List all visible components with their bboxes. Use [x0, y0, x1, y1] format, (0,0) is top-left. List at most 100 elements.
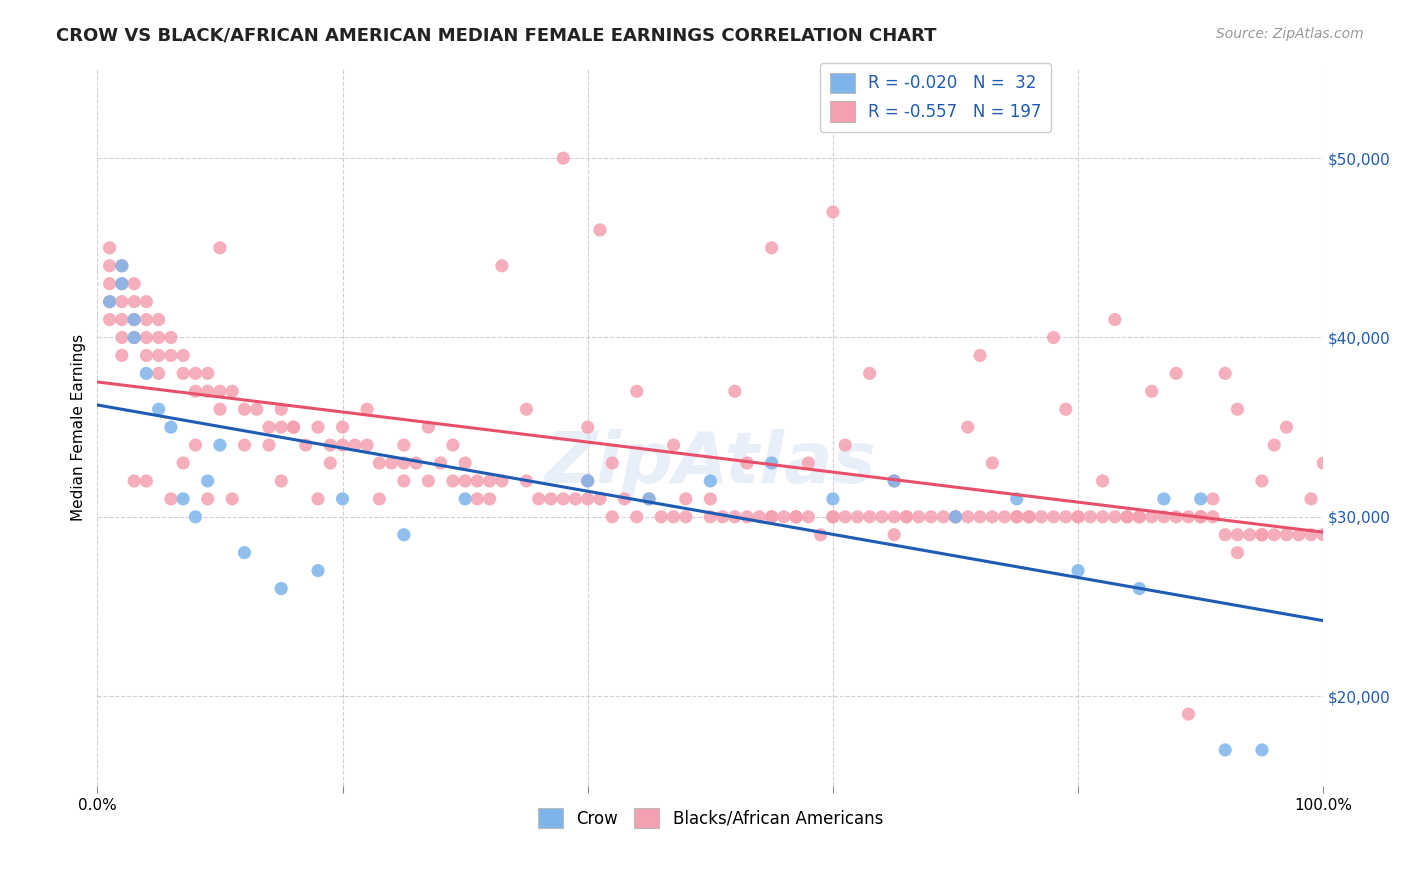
- Point: [111, 312, 134, 326]
- Point: [148, 402, 170, 417]
- Point: [1251, 474, 1274, 488]
- Point: [956, 509, 979, 524]
- Point: [1239, 527, 1261, 541]
- Point: [197, 491, 219, 506]
- Point: [883, 527, 905, 541]
- Point: [576, 491, 599, 506]
- Point: [821, 509, 844, 524]
- Point: [1166, 509, 1188, 524]
- Legend: Crow, Blacks/African Americans: Crow, Blacks/African Americans: [531, 801, 890, 835]
- Point: [699, 491, 721, 506]
- Point: [650, 509, 672, 524]
- Point: [418, 474, 440, 488]
- Point: [111, 330, 134, 344]
- Point: [283, 420, 305, 434]
- Point: [846, 509, 869, 524]
- Point: [920, 509, 942, 524]
- Point: [1005, 509, 1028, 524]
- Point: [98, 294, 121, 309]
- Point: [613, 491, 636, 506]
- Point: [111, 259, 134, 273]
- Point: [1005, 491, 1028, 506]
- Point: [1042, 330, 1064, 344]
- Point: [1067, 509, 1090, 524]
- Point: [761, 509, 783, 524]
- Point: [160, 420, 183, 434]
- Point: [761, 509, 783, 524]
- Point: [332, 491, 354, 506]
- Point: [392, 438, 415, 452]
- Point: [307, 491, 329, 506]
- Point: [135, 330, 157, 344]
- Point: [332, 420, 354, 434]
- Point: [98, 259, 121, 273]
- Point: [1031, 509, 1053, 524]
- Point: [761, 456, 783, 470]
- Point: [540, 491, 562, 506]
- Point: [993, 509, 1015, 524]
- Point: [148, 312, 170, 326]
- Point: [392, 474, 415, 488]
- Point: [270, 582, 292, 596]
- Point: [1116, 509, 1139, 524]
- Point: [1128, 582, 1150, 596]
- Y-axis label: Median Female Earnings: Median Female Earnings: [72, 334, 86, 521]
- Point: [1275, 420, 1298, 434]
- Text: Source: ZipAtlas.com: Source: ZipAtlas.com: [1216, 27, 1364, 41]
- Point: [1189, 509, 1212, 524]
- Point: [392, 456, 415, 470]
- Point: [208, 384, 231, 399]
- Point: [160, 491, 183, 506]
- Point: [467, 491, 489, 506]
- Point: [418, 420, 440, 434]
- Point: [257, 438, 280, 452]
- Point: [221, 491, 243, 506]
- Point: [785, 509, 807, 524]
- Point: [1018, 509, 1040, 524]
- Point: [98, 241, 121, 255]
- Point: [1091, 509, 1114, 524]
- Point: [270, 402, 292, 417]
- Point: [945, 509, 967, 524]
- Point: [969, 348, 991, 362]
- Point: [1067, 509, 1090, 524]
- Point: [197, 367, 219, 381]
- Point: [208, 438, 231, 452]
- Point: [1140, 384, 1163, 399]
- Point: [576, 474, 599, 488]
- Point: [491, 259, 513, 273]
- Point: [553, 151, 575, 165]
- Point: [283, 420, 305, 434]
- Point: [626, 509, 648, 524]
- Point: [834, 438, 856, 452]
- Point: [638, 491, 661, 506]
- Point: [969, 509, 991, 524]
- Point: [98, 294, 121, 309]
- Point: [246, 402, 269, 417]
- Point: [1213, 743, 1236, 757]
- Point: [896, 509, 918, 524]
- Point: [135, 312, 157, 326]
- Point: [883, 474, 905, 488]
- Point: [454, 491, 477, 506]
- Point: [307, 420, 329, 434]
- Point: [319, 438, 342, 452]
- Point: [515, 402, 537, 417]
- Point: [405, 456, 427, 470]
- Point: [135, 294, 157, 309]
- Point: [1312, 527, 1334, 541]
- Point: [1116, 509, 1139, 524]
- Point: [122, 312, 145, 326]
- Point: [135, 348, 157, 362]
- Point: [859, 509, 882, 524]
- Point: [184, 367, 207, 381]
- Point: [1018, 509, 1040, 524]
- Point: [1177, 509, 1199, 524]
- Point: [1177, 707, 1199, 722]
- Point: [148, 367, 170, 381]
- Point: [1067, 564, 1090, 578]
- Point: [896, 509, 918, 524]
- Point: [257, 420, 280, 434]
- Point: [735, 456, 758, 470]
- Point: [221, 384, 243, 399]
